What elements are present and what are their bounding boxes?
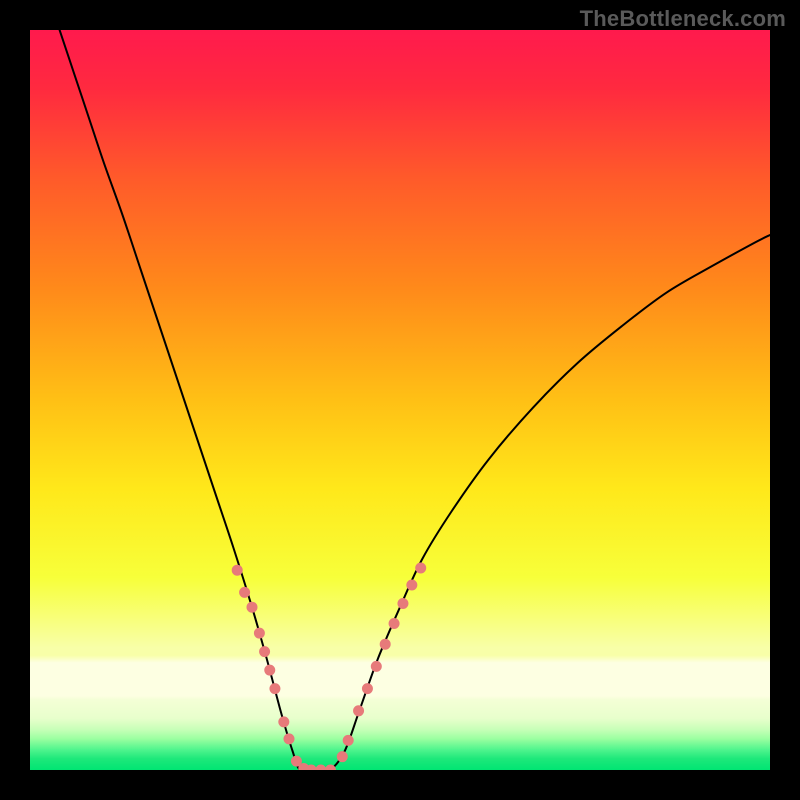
curve-marker xyxy=(247,602,257,612)
curve-marker xyxy=(407,580,417,590)
plot-area xyxy=(30,30,770,770)
curve-marker xyxy=(371,661,381,671)
curve-marker xyxy=(284,734,294,744)
curve-marker xyxy=(279,717,289,727)
curve-marker xyxy=(362,684,372,694)
curve-marker xyxy=(291,756,301,766)
curve-marker xyxy=(265,665,275,675)
curve-marker xyxy=(354,706,364,716)
curve-marker xyxy=(254,628,264,638)
watermark-text: TheBottleneck.com xyxy=(580,6,786,32)
curve-marker xyxy=(343,735,353,745)
gradient-background xyxy=(30,30,770,770)
curve-marker xyxy=(416,563,426,573)
curve-marker xyxy=(232,565,242,575)
curve-marker xyxy=(398,599,408,609)
curve-marker xyxy=(389,618,399,628)
curve-marker xyxy=(337,752,347,762)
chart-frame: TheBottleneck.com xyxy=(0,0,800,800)
curve-marker xyxy=(260,647,270,657)
curve-marker xyxy=(380,639,390,649)
chart-svg xyxy=(30,30,770,770)
curve-marker xyxy=(240,587,250,597)
curve-marker xyxy=(270,684,280,694)
